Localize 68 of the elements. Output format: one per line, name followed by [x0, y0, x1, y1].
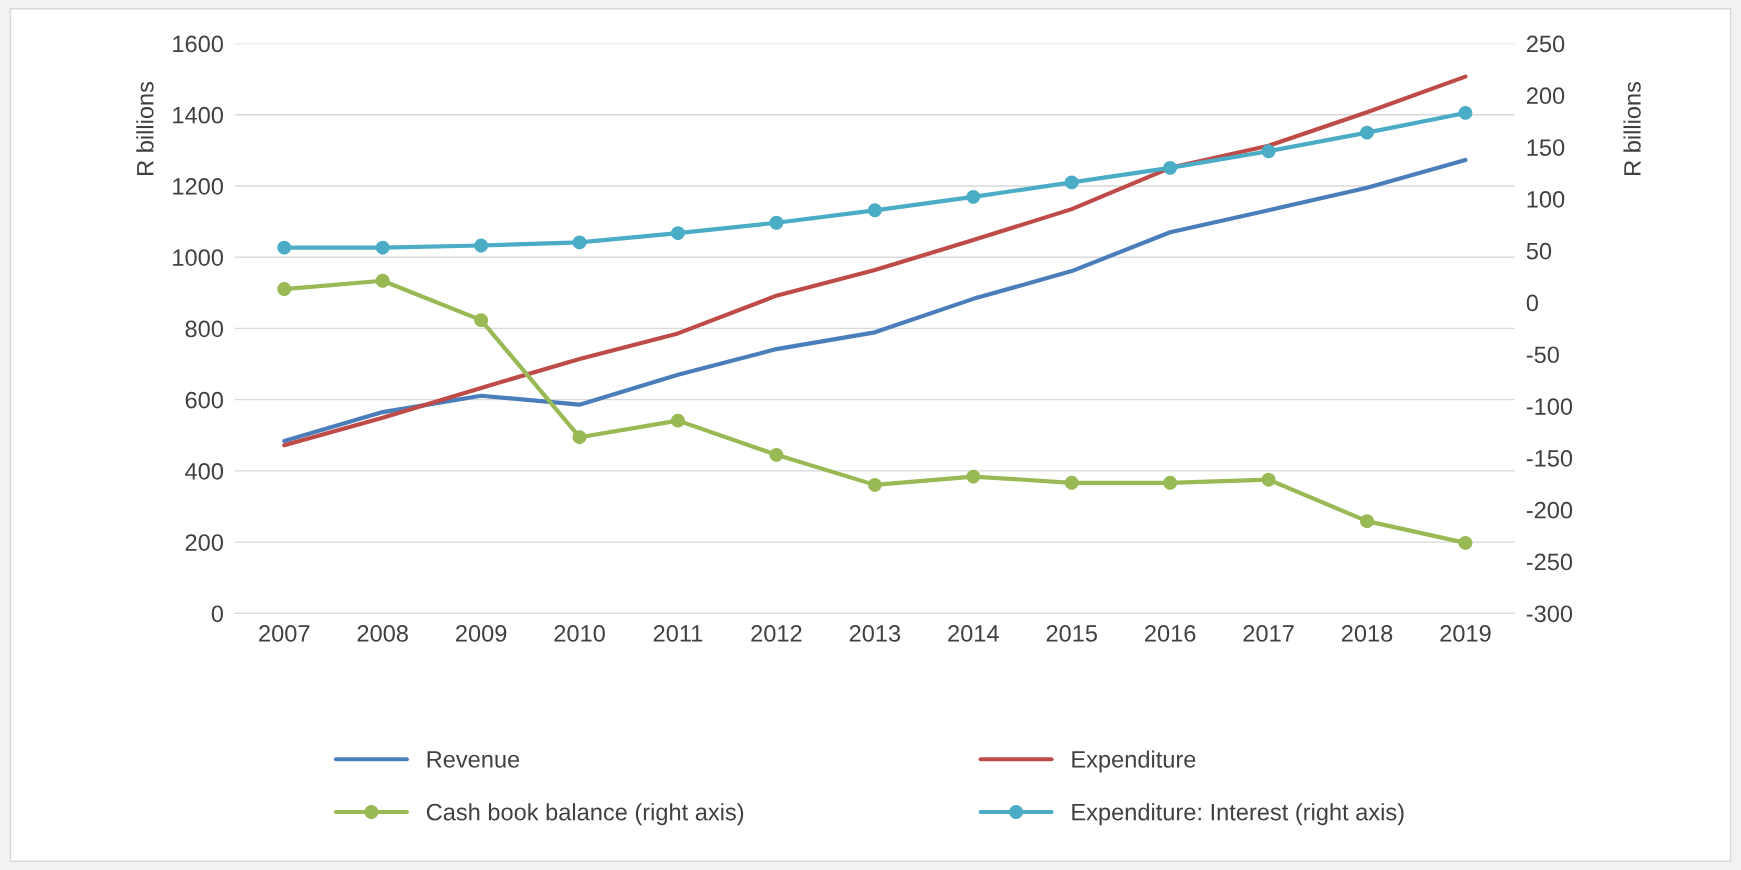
y2-tick-label: -100	[1526, 398, 1573, 415]
x-tick-label: 2009	[456, 625, 507, 642]
line-series	[282, 74, 1468, 448]
x-tick-label: 2018	[1341, 625, 1393, 642]
point	[1163, 160, 1178, 175]
y2-tick-label: -150	[1526, 450, 1573, 467]
point	[966, 469, 981, 484]
point	[1163, 475, 1178, 490]
point	[375, 273, 390, 288]
point	[1360, 514, 1374, 529]
point	[277, 282, 292, 296]
legend-label: Expenditure	[1072, 750, 1196, 773]
y-tick-label: 1400	[173, 106, 224, 124]
y2-tick-label: 250	[1526, 35, 1565, 53]
point	[867, 203, 882, 218]
line-series	[282, 157, 1468, 444]
x-tick-label: 2008	[357, 625, 408, 642]
y-tick-label: 1000	[173, 249, 224, 266]
y-tick-label: 400	[185, 462, 223, 480]
x-tick-label: 2012	[751, 625, 802, 642]
y-tick-label: 0	[211, 605, 223, 623]
legend-label: Expenditure: Interest (right axis)	[1072, 803, 1404, 826]
y-tick-label: 200	[185, 534, 223, 551]
point	[474, 238, 489, 253]
x-tick-label: 2016	[1145, 625, 1196, 642]
point	[1458, 535, 1473, 550]
point	[867, 477, 882, 492]
point	[277, 240, 292, 255]
legend-label: Cash book balance (right axis)	[426, 803, 744, 826]
y2-tick-label: 200	[1526, 87, 1565, 105]
point	[1261, 144, 1276, 159]
point	[572, 430, 587, 445]
y2-tick-label: -250	[1526, 553, 1573, 571]
y2-tick-label: -300	[1526, 605, 1573, 623]
x-tick-label: 2011	[653, 625, 703, 642]
y2-axis-title: R billions	[1623, 81, 1641, 175]
y-axis-title: R billions	[136, 81, 154, 175]
y-tick-label: 1600	[173, 35, 224, 53]
y2-tick-label: 50	[1526, 242, 1552, 260]
y2-tick-label: 0	[1526, 294, 1538, 312]
y2-tick-label: -200	[1526, 501, 1573, 519]
point	[671, 413, 685, 428]
point	[769, 215, 784, 230]
y2-tick-label: 150	[1527, 139, 1565, 156]
y-tick-label: 800	[185, 320, 223, 338]
point	[1261, 472, 1276, 487]
point	[966, 189, 981, 204]
point	[1064, 475, 1079, 490]
x-tick-label: 2010	[554, 625, 605, 642]
x-tick-label: 2013	[849, 625, 901, 642]
x-tick-label: 2015	[1046, 625, 1097, 642]
y-tick-label: 600	[185, 391, 223, 409]
y2-tick-label: 100	[1527, 190, 1565, 208]
x-tick-label: 2019	[1440, 625, 1491, 642]
y2-tick-label: -50	[1526, 346, 1559, 364]
y-tick-label: 1200	[173, 178, 224, 195]
point	[375, 240, 390, 255]
x-tick-label: 2014	[948, 625, 999, 642]
point	[572, 235, 587, 250]
point	[1064, 175, 1079, 190]
point	[1458, 105, 1473, 120]
point	[1360, 125, 1374, 140]
x-tick-label: 2017	[1243, 625, 1294, 642]
legend-label: Revenue	[427, 751, 520, 768]
point	[474, 313, 489, 328]
x-tick-label: 2007	[259, 625, 310, 642]
point	[671, 226, 685, 241]
point	[769, 447, 784, 462]
